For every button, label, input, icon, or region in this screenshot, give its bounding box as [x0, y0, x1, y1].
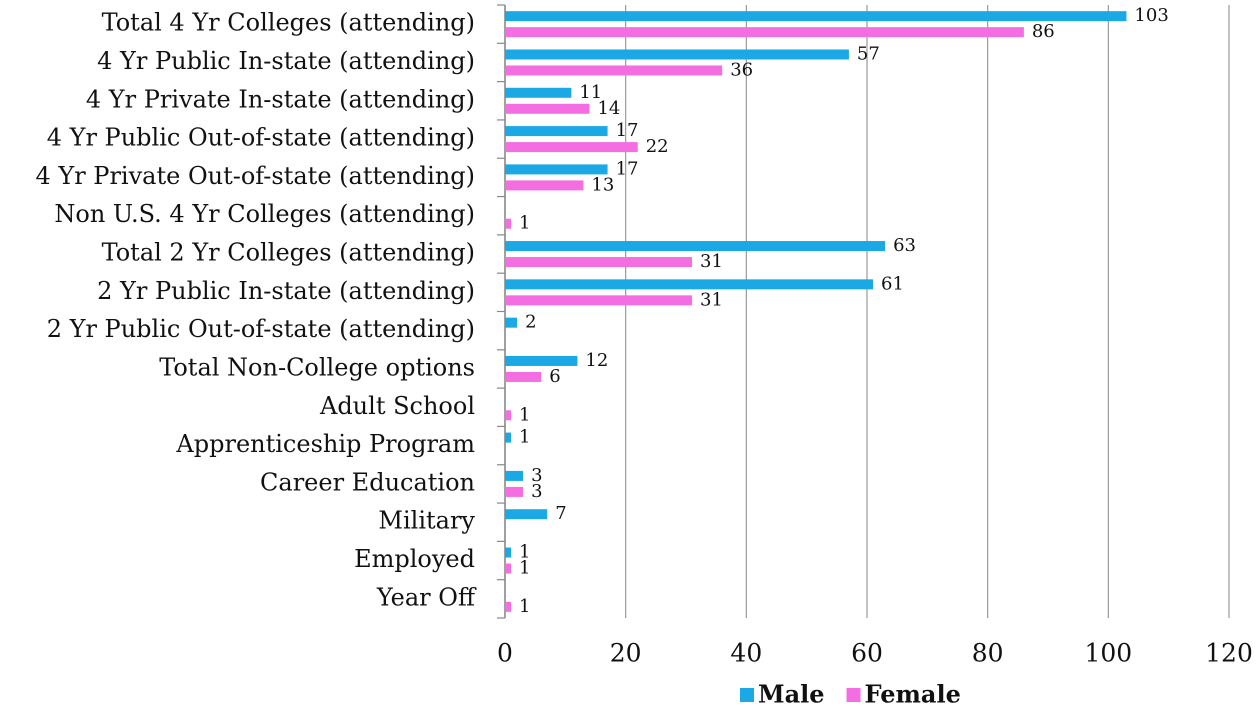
bar — [505, 218, 512, 229]
y-tick-label: 4 Yr Private In-state (attending) — [86, 85, 475, 113]
value-label: 6 — [549, 366, 560, 387]
bar — [505, 486, 524, 497]
value-label: 86 — [1032, 21, 1055, 42]
legend-swatch — [846, 688, 861, 702]
value-label: 36 — [730, 59, 753, 80]
value-label: 57 — [857, 43, 880, 64]
value-label: 11 — [579, 82, 602, 103]
x-tick-label: 120 — [1205, 639, 1253, 668]
x-tick-label: 100 — [1084, 639, 1132, 668]
bar — [505, 432, 512, 443]
bar — [505, 241, 886, 252]
bar — [505, 279, 874, 290]
legend-label: Female — [865, 680, 961, 709]
bar — [505, 180, 584, 191]
value-label: 1 — [519, 213, 530, 234]
y-tick-label: Military — [378, 507, 475, 535]
bar — [505, 27, 1024, 38]
value-label: 31 — [700, 289, 723, 310]
bar — [505, 49, 849, 60]
legend-label: Male — [758, 680, 825, 709]
bar — [505, 509, 548, 520]
value-label: 12 — [585, 350, 608, 371]
value-label: 31 — [700, 251, 723, 272]
y-tick-label: 2 Yr Public Out-of-state (attending) — [47, 315, 475, 343]
bar — [505, 470, 524, 481]
x-tick-label: 60 — [851, 639, 883, 668]
y-tick-label: Year Off — [376, 583, 477, 611]
y-tick-label: 4 Yr Private Out-of-state (attending) — [35, 162, 475, 190]
value-label: 1 — [519, 596, 530, 617]
bar — [505, 563, 512, 574]
y-tick-label: Non U.S. 4 Yr Colleges (attending) — [54, 200, 475, 228]
y-tick-label: Employed — [354, 545, 475, 573]
value-label: 17 — [616, 158, 639, 179]
bar — [505, 547, 512, 558]
value-label: 14 — [597, 98, 620, 119]
value-label: 3 — [531, 481, 542, 502]
x-tick-label: 80 — [972, 639, 1004, 668]
y-tick-label: Total 2 Yr Colleges (attending) — [102, 239, 475, 267]
value-label: 7 — [555, 503, 566, 524]
y-tick-label: Total 4 Yr Colleges (attending) — [102, 9, 475, 37]
y-tick-label: Career Education — [260, 468, 475, 496]
bar — [505, 87, 572, 98]
value-label: 1 — [519, 558, 530, 579]
y-tick-label: 2 Yr Public In-state (attending) — [97, 277, 475, 305]
value-label: 103 — [1134, 5, 1168, 26]
bar — [505, 317, 518, 328]
bar — [505, 371, 542, 382]
value-label: 1 — [519, 542, 530, 563]
value-label: 13 — [591, 174, 614, 195]
x-tick-label: 0 — [497, 639, 513, 668]
y-tick-label: Total Non-College options — [159, 353, 475, 381]
bar — [505, 126, 608, 137]
value-label: 1 — [519, 427, 530, 448]
bar — [505, 601, 512, 612]
bar — [505, 11, 1127, 22]
bar — [505, 142, 638, 153]
legend-swatch — [740, 688, 754, 702]
bar — [505, 103, 590, 114]
y-tick-label: 4 Yr Public In-state (attending) — [97, 47, 475, 75]
value-label: 2 — [525, 312, 536, 333]
bar — [505, 295, 693, 306]
value-label: 22 — [646, 136, 669, 157]
y-tick-label: Apprenticeship Program — [175, 430, 475, 458]
x-tick-label: 20 — [610, 639, 642, 668]
value-label: 61 — [881, 273, 904, 294]
value-label: 17 — [616, 120, 639, 141]
bar — [505, 65, 723, 76]
bar — [505, 257, 693, 268]
bar — [505, 164, 608, 175]
value-label: 63 — [893, 235, 916, 256]
bar — [505, 410, 512, 421]
y-tick-label: 4 Yr Public Out-of-state (attending) — [47, 124, 475, 152]
bar — [505, 355, 578, 366]
x-tick-label: 40 — [730, 639, 762, 668]
value-label: 3 — [531, 465, 542, 486]
y-tick-label: Adult School — [319, 392, 475, 420]
value-label: 1 — [519, 404, 530, 425]
